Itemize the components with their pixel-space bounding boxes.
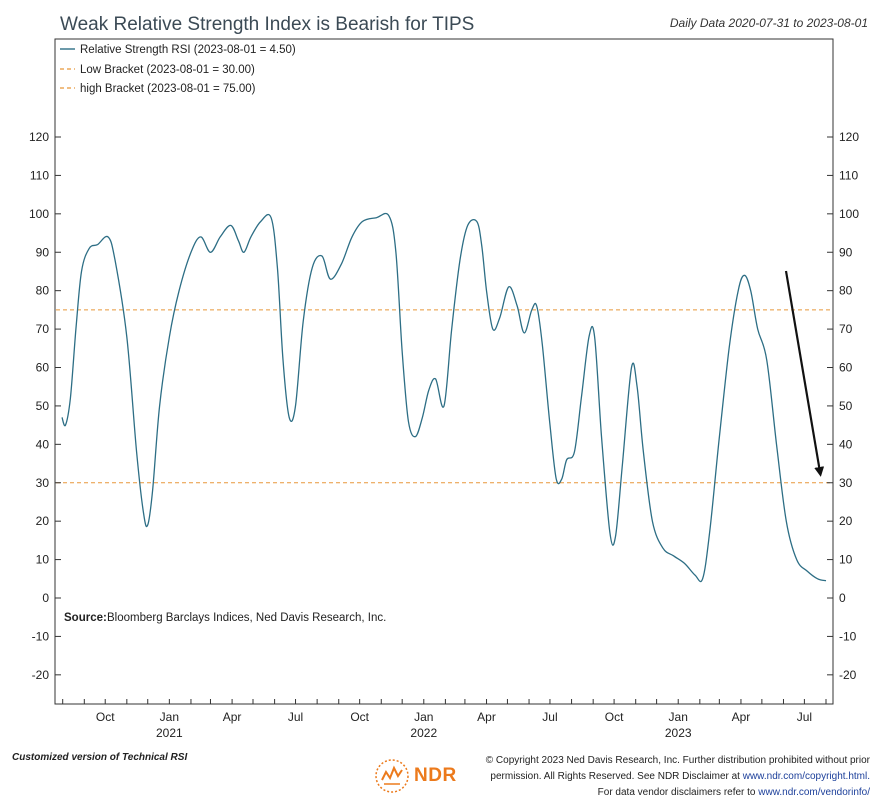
copyright-line-2: permission. All Rights Reserved. See NDR… [450,769,870,785]
y-tick-label-right: 0 [839,591,846,605]
x-tick-label: Jul [288,710,303,724]
y-tick-label-right: 50 [839,399,853,413]
y-tick-label-left: 60 [36,361,50,375]
x-tick-label: Jul [797,710,812,724]
ndr-logo: NDR [374,758,457,794]
date-range: Daily Data 2020-07-31 to 2023-08-01 [669,16,868,30]
x-tick-label: Jan [669,710,688,724]
y-tick-label-left: 40 [36,437,50,451]
copyright-line-1: © Copyright 2023 Ned Davis Research, Inc… [485,755,870,766]
y-tick-label-left: 80 [36,284,50,298]
y-tick-label-left: 50 [36,399,50,413]
y-tick-label-right: 90 [839,245,853,259]
x-year-label: 2023 [665,726,692,740]
vendorinfo-link[interactable]: www.ndr.com/vendorinfo/ [758,787,870,798]
footer-note: Customized version of Technical RSI [12,752,188,763]
copyright-block: © Copyright 2023 Ned Davis Research, Inc… [450,753,870,801]
y-tick-label-right: 110 [839,168,858,182]
x-year-label: 2022 [410,726,437,740]
source-text: Bloomberg Barclays Indices, Ned Davis Re… [107,612,386,624]
y-tick-label-left: -10 [32,629,50,643]
y-tick-label-right: 100 [839,207,859,221]
y-tick-label-left: 0 [42,591,49,605]
x-tick-label: Oct [605,710,624,724]
y-tick-label-left: 90 [36,245,50,259]
legend-label-rsi: Relative Strength RSI (2023-08-01 = 4.50… [80,44,296,56]
y-tick-label-right: 80 [839,284,853,298]
y-tick-label-left: 110 [30,168,49,182]
y-tick-label-right: 120 [839,130,859,144]
y-tick-label-left: 120 [29,130,49,144]
legend-label-low: Low Bracket (2023-08-01 = 30.00) [80,64,255,76]
chart-title: Weak Relative Strength Index is Bearish … [60,14,475,35]
y-tick-label-right: 20 [839,514,853,528]
y-tick-label-right: 60 [839,361,853,375]
x-year-label: 2021 [156,726,183,740]
x-tick-label: Oct [350,710,369,724]
down-arrow-annotation [784,270,825,477]
y-tick-label-left: 100 [29,207,49,221]
y-tick-label-right: -20 [839,668,857,682]
copyright-line-3: For data vendor disclaimers refer to www… [450,785,870,801]
y-tick-label-left: -20 [32,668,50,682]
legend-label-high: high Bracket (2023-08-01 = 75.00) [80,83,256,95]
x-tick-label: Apr [732,710,751,724]
y-tick-label-left: 10 [36,553,50,567]
plot-frame [54,38,834,705]
copyright-link[interactable]: www.ndr.com/copyright.html. [742,771,870,782]
ndr-logo-icon [375,759,409,793]
source-label: Source: [64,612,107,624]
y-tick-label-right: 40 [839,437,853,451]
y-tick-label-right: 10 [839,553,853,567]
y-tick-label-left: 70 [36,322,50,336]
copyright-line-2-text: permission. All Rights Reserved. See NDR… [490,771,740,782]
x-tick-label: Oct [96,710,115,724]
x-tick-label: Jan [414,710,433,724]
ndr-logo-text: NDR [414,765,457,786]
y-tick-label-right: 70 [839,322,853,336]
x-tick-label: Jan [160,710,179,724]
y-tick-label-left: 30 [36,476,50,490]
x-tick-label: Jul [542,710,557,724]
y-tick-label-left: 20 [36,514,50,528]
rsi-series-line [61,212,827,583]
y-tick-label-right: -10 [839,629,857,643]
copyright-line-3-text: For data vendor disclaimers refer to [597,787,756,798]
chart-svg: Relative Strength RSI (2023-08-01 = 4.50… [29,38,859,740]
x-tick-label: Apr [223,710,242,724]
x-tick-label: Apr [477,710,496,724]
y-tick-label-right: 30 [839,476,853,490]
